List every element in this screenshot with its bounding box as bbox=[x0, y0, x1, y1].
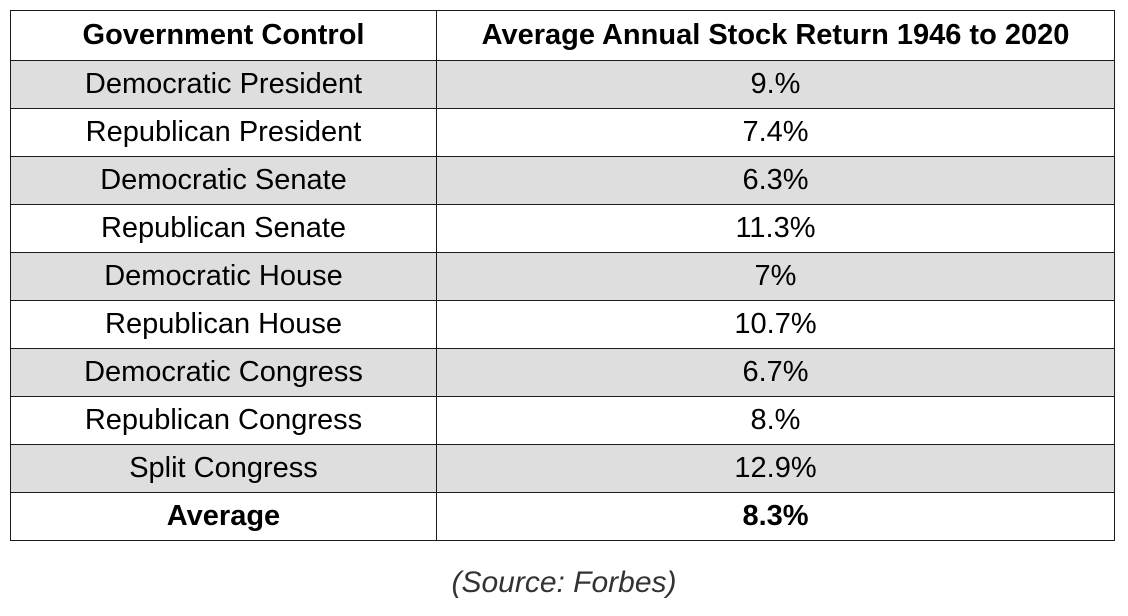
row-label: Republican House bbox=[10, 300, 437, 349]
row-label: Democratic Congress bbox=[10, 348, 437, 397]
header-government-control: Government Control bbox=[10, 10, 437, 61]
row-value: 11.3% bbox=[436, 204, 1115, 253]
source-caption: (Source: Forbes) bbox=[451, 566, 677, 599]
table-row: Split Congress 12.9% bbox=[10, 444, 1115, 493]
row-value: 10.7% bbox=[436, 300, 1115, 349]
table-row: Republican Congress 8.% bbox=[10, 396, 1115, 445]
table-row: Democratic Congress 6.7% bbox=[10, 348, 1115, 397]
row-value: 6.3% bbox=[436, 156, 1115, 205]
average-row: Average 8.3% bbox=[10, 492, 1115, 541]
row-value: 12.9% bbox=[436, 444, 1115, 493]
average-value: 8.3% bbox=[436, 492, 1115, 541]
row-value: 7% bbox=[436, 252, 1115, 301]
row-label: Democratic Senate bbox=[10, 156, 437, 205]
table-row: Republican President 7.4% bbox=[10, 108, 1115, 157]
row-value: 7.4% bbox=[436, 108, 1115, 157]
row-value: 9.% bbox=[436, 60, 1115, 109]
row-label: Democratic President bbox=[10, 60, 437, 109]
row-value: 8.% bbox=[436, 396, 1115, 445]
header-row: Government Control Average Annual Stock … bbox=[10, 10, 1115, 61]
table-row: Democratic Senate 6.3% bbox=[10, 156, 1115, 205]
table-row: Democratic House 7% bbox=[10, 252, 1115, 301]
table-row: Republican House 10.7% bbox=[10, 300, 1115, 349]
row-label: Republican Senate bbox=[10, 204, 437, 253]
header-average-annual-return: Average Annual Stock Return 1946 to 2020 bbox=[436, 10, 1115, 61]
row-label: Split Congress bbox=[10, 444, 437, 493]
row-value: 6.7% bbox=[436, 348, 1115, 397]
average-label: Average bbox=[10, 492, 437, 541]
table-row: Democratic President 9.% bbox=[10, 60, 1115, 109]
stock-returns-table: Government Control Average Annual Stock … bbox=[10, 10, 1115, 541]
row-label: Democratic House bbox=[10, 252, 437, 301]
row-label: Republican Congress bbox=[10, 396, 437, 445]
row-label: Republican President bbox=[10, 108, 437, 157]
table-row: Republican Senate 11.3% bbox=[10, 204, 1115, 253]
